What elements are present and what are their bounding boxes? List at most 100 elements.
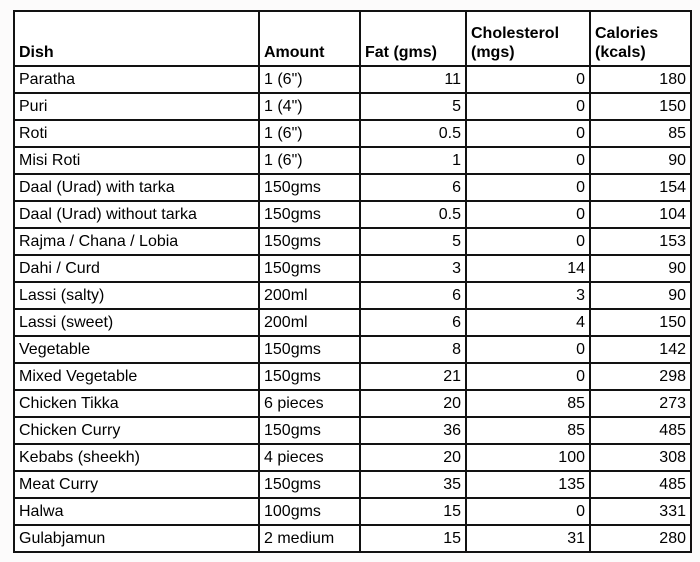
table-row: Lassi (sweet) 200ml 6 4 150 [13,308,692,337]
cell-dish: Chicken Curry [13,416,260,445]
cell-calories: 154 [589,173,692,202]
cell-calories: 485 [589,416,692,445]
table-row: Meat Curry 150gms 35 135 485 [13,470,692,499]
cell-cholesterol: 135 [465,470,591,499]
cell-cholesterol: 4 [465,308,591,337]
table-row: Vegetable 150gms 8 0 142 [13,335,692,364]
cell-amount: 150gms [258,227,361,256]
cell-cholesterol: 0 [465,119,591,148]
cell-amount: 150gms [258,200,361,229]
cell-fat: 0.5 [359,119,467,148]
cell-dish: Misi Roti [13,146,260,175]
cell-calories: 153 [589,227,692,256]
cell-amount: 150gms [258,335,361,364]
cell-amount: 1 (6") [258,119,361,148]
cell-amount: 150gms [258,362,361,391]
cell-fat: 1 [359,146,467,175]
cell-dish: Daal (Urad) with tarka [13,173,260,202]
cell-fat: 6 [359,308,467,337]
header-row: Dish Amount Fat (gms) Cholesterol (mgs) … [13,10,692,67]
cell-calories: 485 [589,470,692,499]
column-header-dish: Dish [13,10,260,67]
cell-fat: 35 [359,470,467,499]
cell-amount: 100gms [258,497,361,526]
cell-cholesterol: 0 [465,362,591,391]
cell-dish: Halwa [13,497,260,526]
nutrition-table: Dish Amount Fat (gms) Cholesterol (mgs) … [13,10,692,553]
table-row: Misi Roti 1 (6") 1 0 90 [13,146,692,175]
cell-fat: 20 [359,389,467,418]
table-row: Halwa 100gms 15 0 331 [13,497,692,526]
cell-calories: 273 [589,389,692,418]
cell-amount: 200ml [258,281,361,310]
cell-fat: 15 [359,497,467,526]
cell-amount: 1 (6") [258,146,361,175]
table-row: Daal (Urad) with tarka 150gms 6 0 154 [13,173,692,202]
cell-fat: 5 [359,227,467,256]
cell-amount: 150gms [258,173,361,202]
cell-calories: 90 [589,254,692,283]
cell-dish: Gulabjamun [13,524,260,553]
cell-dish: Lassi (sweet) [13,308,260,337]
table-row: Kebabs (sheekh) 4 pieces 20 100 308 [13,443,692,472]
table-row: Puri 1 (4") 5 0 150 [13,92,692,121]
cell-cholesterol: 0 [465,335,591,364]
table-row: Daal (Urad) without tarka 150gms 0.5 0 104 [13,200,692,229]
cell-amount: 6 pieces [258,389,361,418]
cell-amount: 150gms [258,470,361,499]
cell-calories: 280 [589,524,692,553]
table-body: Paratha 1 (6") 11 0 180 Puri 1 (4") 5 0 150 Roti 1 … [13,65,692,553]
table-row: Lassi (salty) 200ml 6 3 90 [13,281,692,310]
table-row: Chicken Curry 150gms 36 85 485 [13,416,692,445]
cell-fat: 6 [359,173,467,202]
nutrition-table-container: Dish Amount Fat (gms) Cholesterol (mgs) … [13,10,692,553]
cell-cholesterol: 85 [465,416,591,445]
cell-dish: Rajma / Chana / Lobia [13,227,260,256]
column-header-cholesterol: Cholesterol (mgs) [465,10,591,67]
cell-calories: 142 [589,335,692,364]
cell-fat: 21 [359,362,467,391]
table-row: Rajma / Chana / Lobia 150gms 5 0 153 [13,227,692,256]
cell-calories: 90 [589,281,692,310]
cell-cholesterol: 3 [465,281,591,310]
table-row: Mixed Vegetable 150gms 21 0 298 [13,362,692,391]
cell-calories: 150 [589,308,692,337]
cell-amount: 2 medium [258,524,361,553]
cell-dish: Roti [13,119,260,148]
cell-dish: Paratha [13,65,260,94]
cell-dish: Vegetable [13,335,260,364]
cell-calories: 90 [589,146,692,175]
cell-fat: 11 [359,65,467,94]
cell-cholesterol: 0 [465,497,591,526]
cell-calories: 298 [589,362,692,391]
table-row: Gulabjamun 2 medium 15 31 280 [13,524,692,553]
cell-fat: 0.5 [359,200,467,229]
table-row: Dahi / Curd 150gms 3 14 90 [13,254,692,283]
cell-fat: 3 [359,254,467,283]
cell-dish: Lassi (salty) [13,281,260,310]
table-header: Dish Amount Fat (gms) Cholesterol (mgs) … [13,10,692,67]
cell-calories: 85 [589,119,692,148]
cell-cholesterol: 0 [465,200,591,229]
cell-amount: 150gms [258,416,361,445]
cell-calories: 180 [589,65,692,94]
cell-dish: Kebabs (sheekh) [13,443,260,472]
cell-cholesterol: 31 [465,524,591,553]
cell-fat: 8 [359,335,467,364]
table-row: Paratha 1 (6") 11 0 180 [13,65,692,94]
cell-dish: Dahi / Curd [13,254,260,283]
cell-dish: Chicken Tikka [13,389,260,418]
cell-dish: Daal (Urad) without tarka [13,200,260,229]
cell-cholesterol: 14 [465,254,591,283]
column-header-amount: Amount [258,10,361,67]
cell-cholesterol: 0 [465,173,591,202]
column-header-calories: Calories (kcals) [589,10,692,67]
cell-calories: 308 [589,443,692,472]
cell-cholesterol: 0 [465,227,591,256]
cell-fat: 15 [359,524,467,553]
cell-amount: 1 (4") [258,92,361,121]
cell-dish: Puri [13,92,260,121]
cell-fat: 36 [359,416,467,445]
cell-amount: 150gms [258,254,361,283]
cell-amount: 1 (6") [258,65,361,94]
